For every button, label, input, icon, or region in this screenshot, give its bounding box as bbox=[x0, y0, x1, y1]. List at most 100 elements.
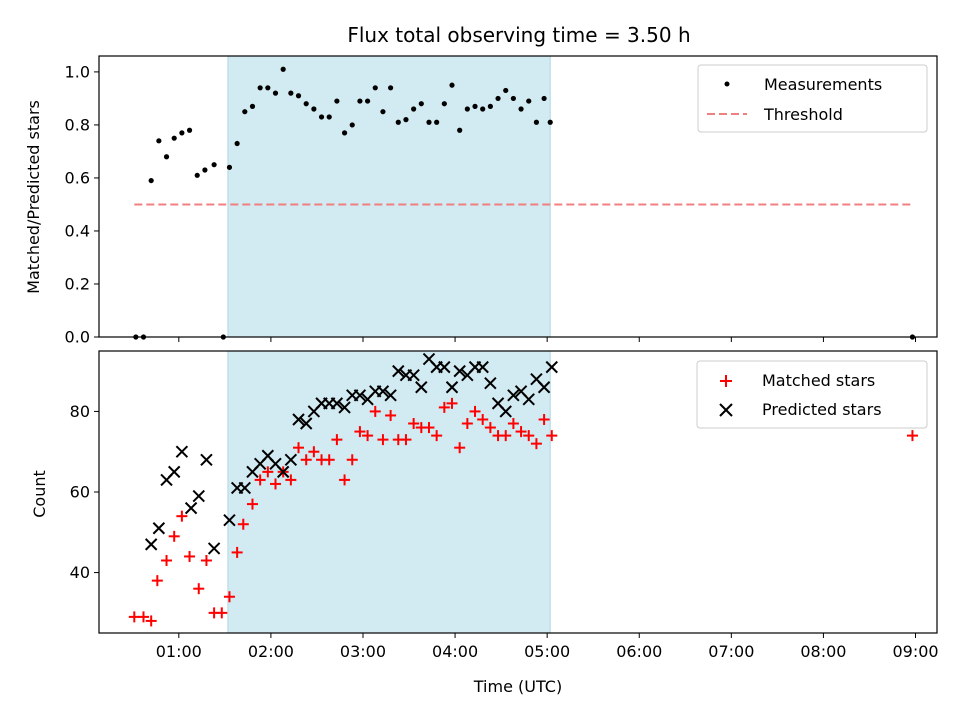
predicted-star-point bbox=[453, 364, 466, 378]
measurement-point bbox=[441, 101, 447, 107]
matched-star-point bbox=[385, 409, 397, 421]
matched-star-point bbox=[500, 430, 512, 442]
top-panel: 0.0 0.2 0.4 0.6 0.8 1.0 Matched/Predicted sta… bbox=[24, 55, 938, 347]
bottom-y-axis: 40 60 80 bbox=[70, 402, 99, 582]
y-tick-label: 0.2 bbox=[65, 274, 90, 293]
predicted-star-point bbox=[223, 513, 236, 527]
predicted-star-point bbox=[167, 465, 181, 479]
predicted-star-point bbox=[207, 542, 221, 555]
top-y-axis: 0.0 0.2 0.4 0.6 0.8 1.0 bbox=[65, 62, 99, 347]
legend-marker-matched-stars bbox=[720, 375, 732, 387]
predicted-star-point bbox=[445, 381, 459, 394]
legend-label-threshold: Threshold bbox=[763, 105, 843, 124]
legend-marker-predicted-stars bbox=[719, 403, 733, 417]
top-plot-frame bbox=[98, 55, 938, 338]
predicted-star-point bbox=[384, 389, 397, 402]
matched-star-point bbox=[446, 397, 458, 409]
measurement-point bbox=[341, 130, 348, 136]
matched-star-point bbox=[254, 474, 266, 486]
top-legend: Measurements Threshold bbox=[697, 64, 928, 133]
measurement-point bbox=[234, 140, 240, 147]
measurement-point bbox=[449, 82, 455, 88]
measurement-point bbox=[547, 119, 553, 125]
top-points-layer bbox=[133, 66, 916, 340]
predicted-star-point bbox=[152, 522, 166, 535]
matched-star-point bbox=[362, 430, 374, 442]
matched-star-point bbox=[128, 611, 140, 623]
legend-label-measurements: Measurements bbox=[764, 75, 882, 94]
measurement-point bbox=[411, 106, 417, 112]
matched-star-point bbox=[461, 418, 473, 430]
measurement-point bbox=[457, 127, 463, 133]
measurement-point bbox=[272, 90, 279, 96]
measurement-point bbox=[318, 114, 325, 120]
measurement-point bbox=[194, 172, 200, 178]
observing-window bbox=[227, 55, 551, 338]
matched-star-point bbox=[438, 401, 450, 413]
x-axis-label: Time (UTC) bbox=[473, 677, 562, 696]
matched-star-point bbox=[308, 446, 320, 458]
predicted-star-point bbox=[438, 360, 451, 374]
x-tick-label: 04:00 bbox=[432, 642, 478, 661]
bottom-x-axis: 01:00 02:00 03:00 04:00 05:00 06:00 07:00 08:00… bbox=[156, 633, 939, 661]
legend-label-matched-stars: Matched stars bbox=[762, 371, 875, 390]
predicted-star-point bbox=[545, 360, 558, 374]
x-tick-label: 02:00 bbox=[248, 642, 294, 661]
measurement-point bbox=[211, 162, 217, 168]
measurement-point bbox=[265, 85, 271, 91]
matched-star-point bbox=[377, 434, 389, 446]
measurement-point bbox=[280, 66, 286, 72]
measurement-point bbox=[395, 119, 401, 125]
measurement-point bbox=[426, 119, 432, 125]
measurement-point bbox=[226, 164, 233, 170]
measurement-point bbox=[288, 90, 294, 96]
predicted-star-point bbox=[175, 445, 189, 458]
measurement-point bbox=[148, 177, 154, 184]
matched-star-point bbox=[538, 413, 550, 425]
measurement-point bbox=[326, 114, 332, 120]
predicted-star-point bbox=[299, 417, 313, 430]
bottom-panel: 40 60 80 01:00 02:00 03:00 04:00 05:00 06:00 07:… bbox=[30, 350, 939, 696]
measurement-point bbox=[388, 85, 394, 91]
matched-star-point bbox=[151, 575, 163, 587]
matched-star-point bbox=[168, 530, 180, 542]
x-tick-label: 01:00 bbox=[156, 642, 202, 661]
matched-star-point bbox=[431, 430, 443, 442]
measurement-point bbox=[372, 85, 378, 91]
x-tick-label: 05:00 bbox=[524, 642, 570, 661]
matched-star-point bbox=[408, 418, 420, 430]
top-y-axis-label: Matched/Predicted stars bbox=[24, 100, 43, 294]
x-tick-label: 07:00 bbox=[708, 642, 754, 661]
matched-star-point bbox=[484, 422, 496, 434]
matched-star-point bbox=[300, 454, 312, 466]
predicted-star-point bbox=[353, 389, 367, 402]
predicted-star-point bbox=[392, 364, 405, 378]
measurement-point bbox=[464, 106, 470, 112]
matched-star-point bbox=[293, 442, 305, 454]
legend-label-predicted-stars: Predicted stars bbox=[762, 400, 882, 419]
matched-star-point bbox=[216, 607, 228, 619]
matched-star-point bbox=[161, 554, 173, 566]
matched-star-point bbox=[285, 474, 297, 486]
matched-star-point bbox=[530, 438, 542, 450]
predicted-star-point bbox=[507, 389, 520, 402]
measurement-point bbox=[349, 122, 355, 128]
measurement-point bbox=[179, 130, 185, 136]
measurement-point bbox=[510, 95, 516, 102]
matched-star-point bbox=[523, 430, 535, 442]
matched-star-point bbox=[400, 434, 412, 446]
matched-star-point bbox=[270, 478, 282, 490]
predicted-star-point bbox=[192, 489, 205, 503]
matched-star-point bbox=[223, 591, 235, 603]
measurement-point bbox=[533, 119, 540, 125]
measurement-point bbox=[403, 117, 409, 123]
predicted-star-point bbox=[484, 377, 497, 390]
matched-star-point bbox=[515, 426, 527, 438]
x-tick-label: 06:00 bbox=[616, 642, 662, 661]
matched-star-point bbox=[138, 611, 150, 623]
matched-star-point bbox=[145, 615, 157, 627]
y-tick-label: 0.6 bbox=[65, 168, 90, 187]
predicted-star-point bbox=[499, 405, 512, 418]
predicted-star-point bbox=[522, 393, 535, 406]
